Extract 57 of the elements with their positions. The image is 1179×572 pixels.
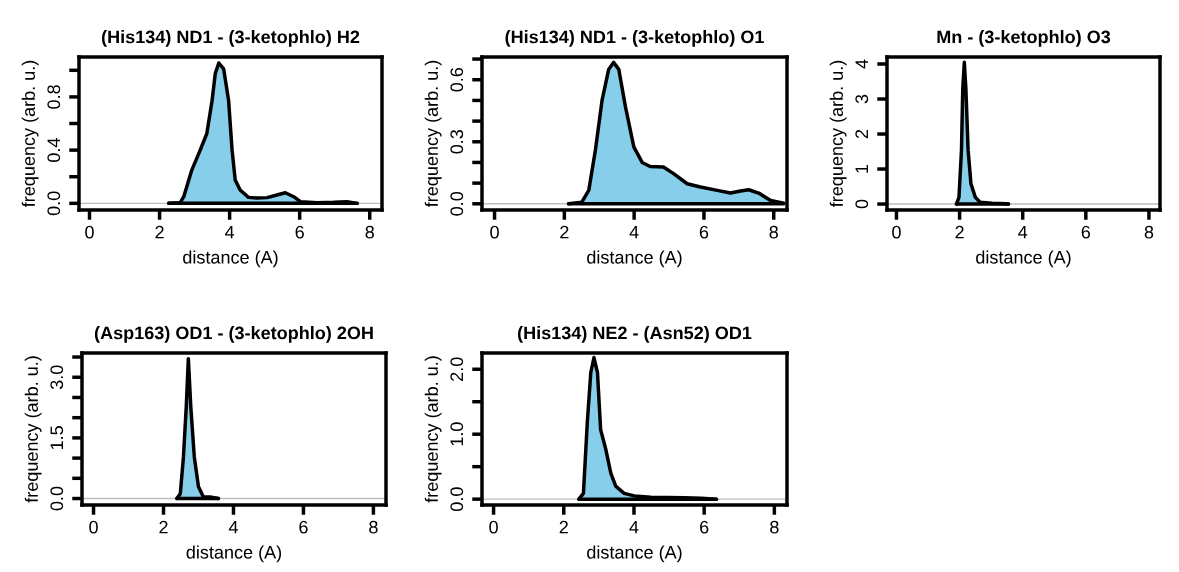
x-tick-label: 6: [299, 520, 308, 534]
y-tick-label: 3.0: [50, 365, 64, 390]
x-tick-label: 6: [1081, 225, 1091, 239]
y-tick-label: 2: [855, 129, 868, 139]
chart-title: (Asp163) OD1 - (3-ketophlo) 2OH: [94, 326, 373, 343]
x-tick-label: 8: [770, 520, 779, 534]
y-tick-label: 0.0: [50, 486, 64, 511]
y-tick-label: 3: [855, 94, 869, 104]
x-tick-label: 4: [629, 520, 639, 534]
x-tick-label: 2: [560, 225, 569, 239]
x-tick-label: 4: [225, 225, 235, 239]
x-tick-label: 0: [489, 520, 498, 534]
y-axis-title: frequency (arb. u.): [21, 60, 39, 207]
x-tick-label: 0: [892, 225, 901, 239]
x-tick-label: 6: [699, 225, 709, 239]
y-tick-label: 0: [855, 199, 869, 209]
y-tick-label: 0.0: [450, 487, 464, 511]
x-tick-label: 0: [85, 225, 94, 239]
x-axis-title: distance (A): [587, 545, 682, 563]
x-tick-label: 4: [1018, 225, 1028, 239]
x-tick-label: 8: [369, 520, 378, 534]
x-tick-label: 2: [159, 520, 168, 534]
x-tick-label: 6: [295, 225, 304, 239]
x-axis-title: distance (A): [186, 545, 282, 563]
y-tick-label: 1.0: [450, 422, 464, 446]
x-tick-label: 8: [365, 225, 374, 239]
chart-title: Mn - (3-ketophlo) O3: [937, 30, 1111, 47]
y-tick-label: 1.5: [50, 426, 64, 450]
y-tick-label: 4: [855, 59, 868, 69]
y-tick-label: 0.0: [450, 191, 464, 216]
x-tick-label: 0: [89, 520, 98, 534]
chart-title: (His134) ND1 - (3-ketophlo) H2: [101, 30, 360, 47]
y-tick-label: 0.8: [47, 85, 61, 109]
x-tick-label: 0: [490, 225, 499, 239]
y-tick-label: 0.6: [450, 67, 464, 92]
y-tick-label: 0.4: [47, 138, 61, 162]
x-tick-label: 2: [955, 225, 964, 239]
x-tick-label: 4: [228, 520, 238, 534]
y-axis-title: frequency (arb. u.): [424, 356, 442, 503]
x-tick-label: 2: [559, 520, 568, 534]
y-axis-title: frequency (arb. u.): [24, 356, 42, 503]
x-tick-label: 8: [1144, 225, 1154, 239]
y-tick-label: 0.3: [450, 130, 464, 154]
y-tick-label: 0.0: [47, 191, 61, 216]
y-tick-label: 2.0: [450, 357, 464, 381]
x-tick-label: 2: [155, 225, 164, 239]
x-tick-label: 4: [629, 225, 639, 239]
y-tick-label: 1: [855, 164, 868, 173]
x-tick-label: 8: [769, 225, 778, 239]
chart-title: (His134) NE2 - (Asn52) OD1: [518, 326, 752, 343]
y-axis-title: frequency (arb. u.): [829, 60, 847, 207]
x-axis-title: distance (A): [183, 250, 278, 268]
x-tick-label: 6: [700, 520, 709, 534]
y-axis-title: frequency (arb. u.): [424, 60, 442, 207]
chart-title: (His134) ND1 - (3-ketophlo) O1: [505, 30, 764, 47]
x-axis-title: distance (A): [976, 250, 1071, 268]
x-axis-title: distance (A): [587, 250, 682, 268]
